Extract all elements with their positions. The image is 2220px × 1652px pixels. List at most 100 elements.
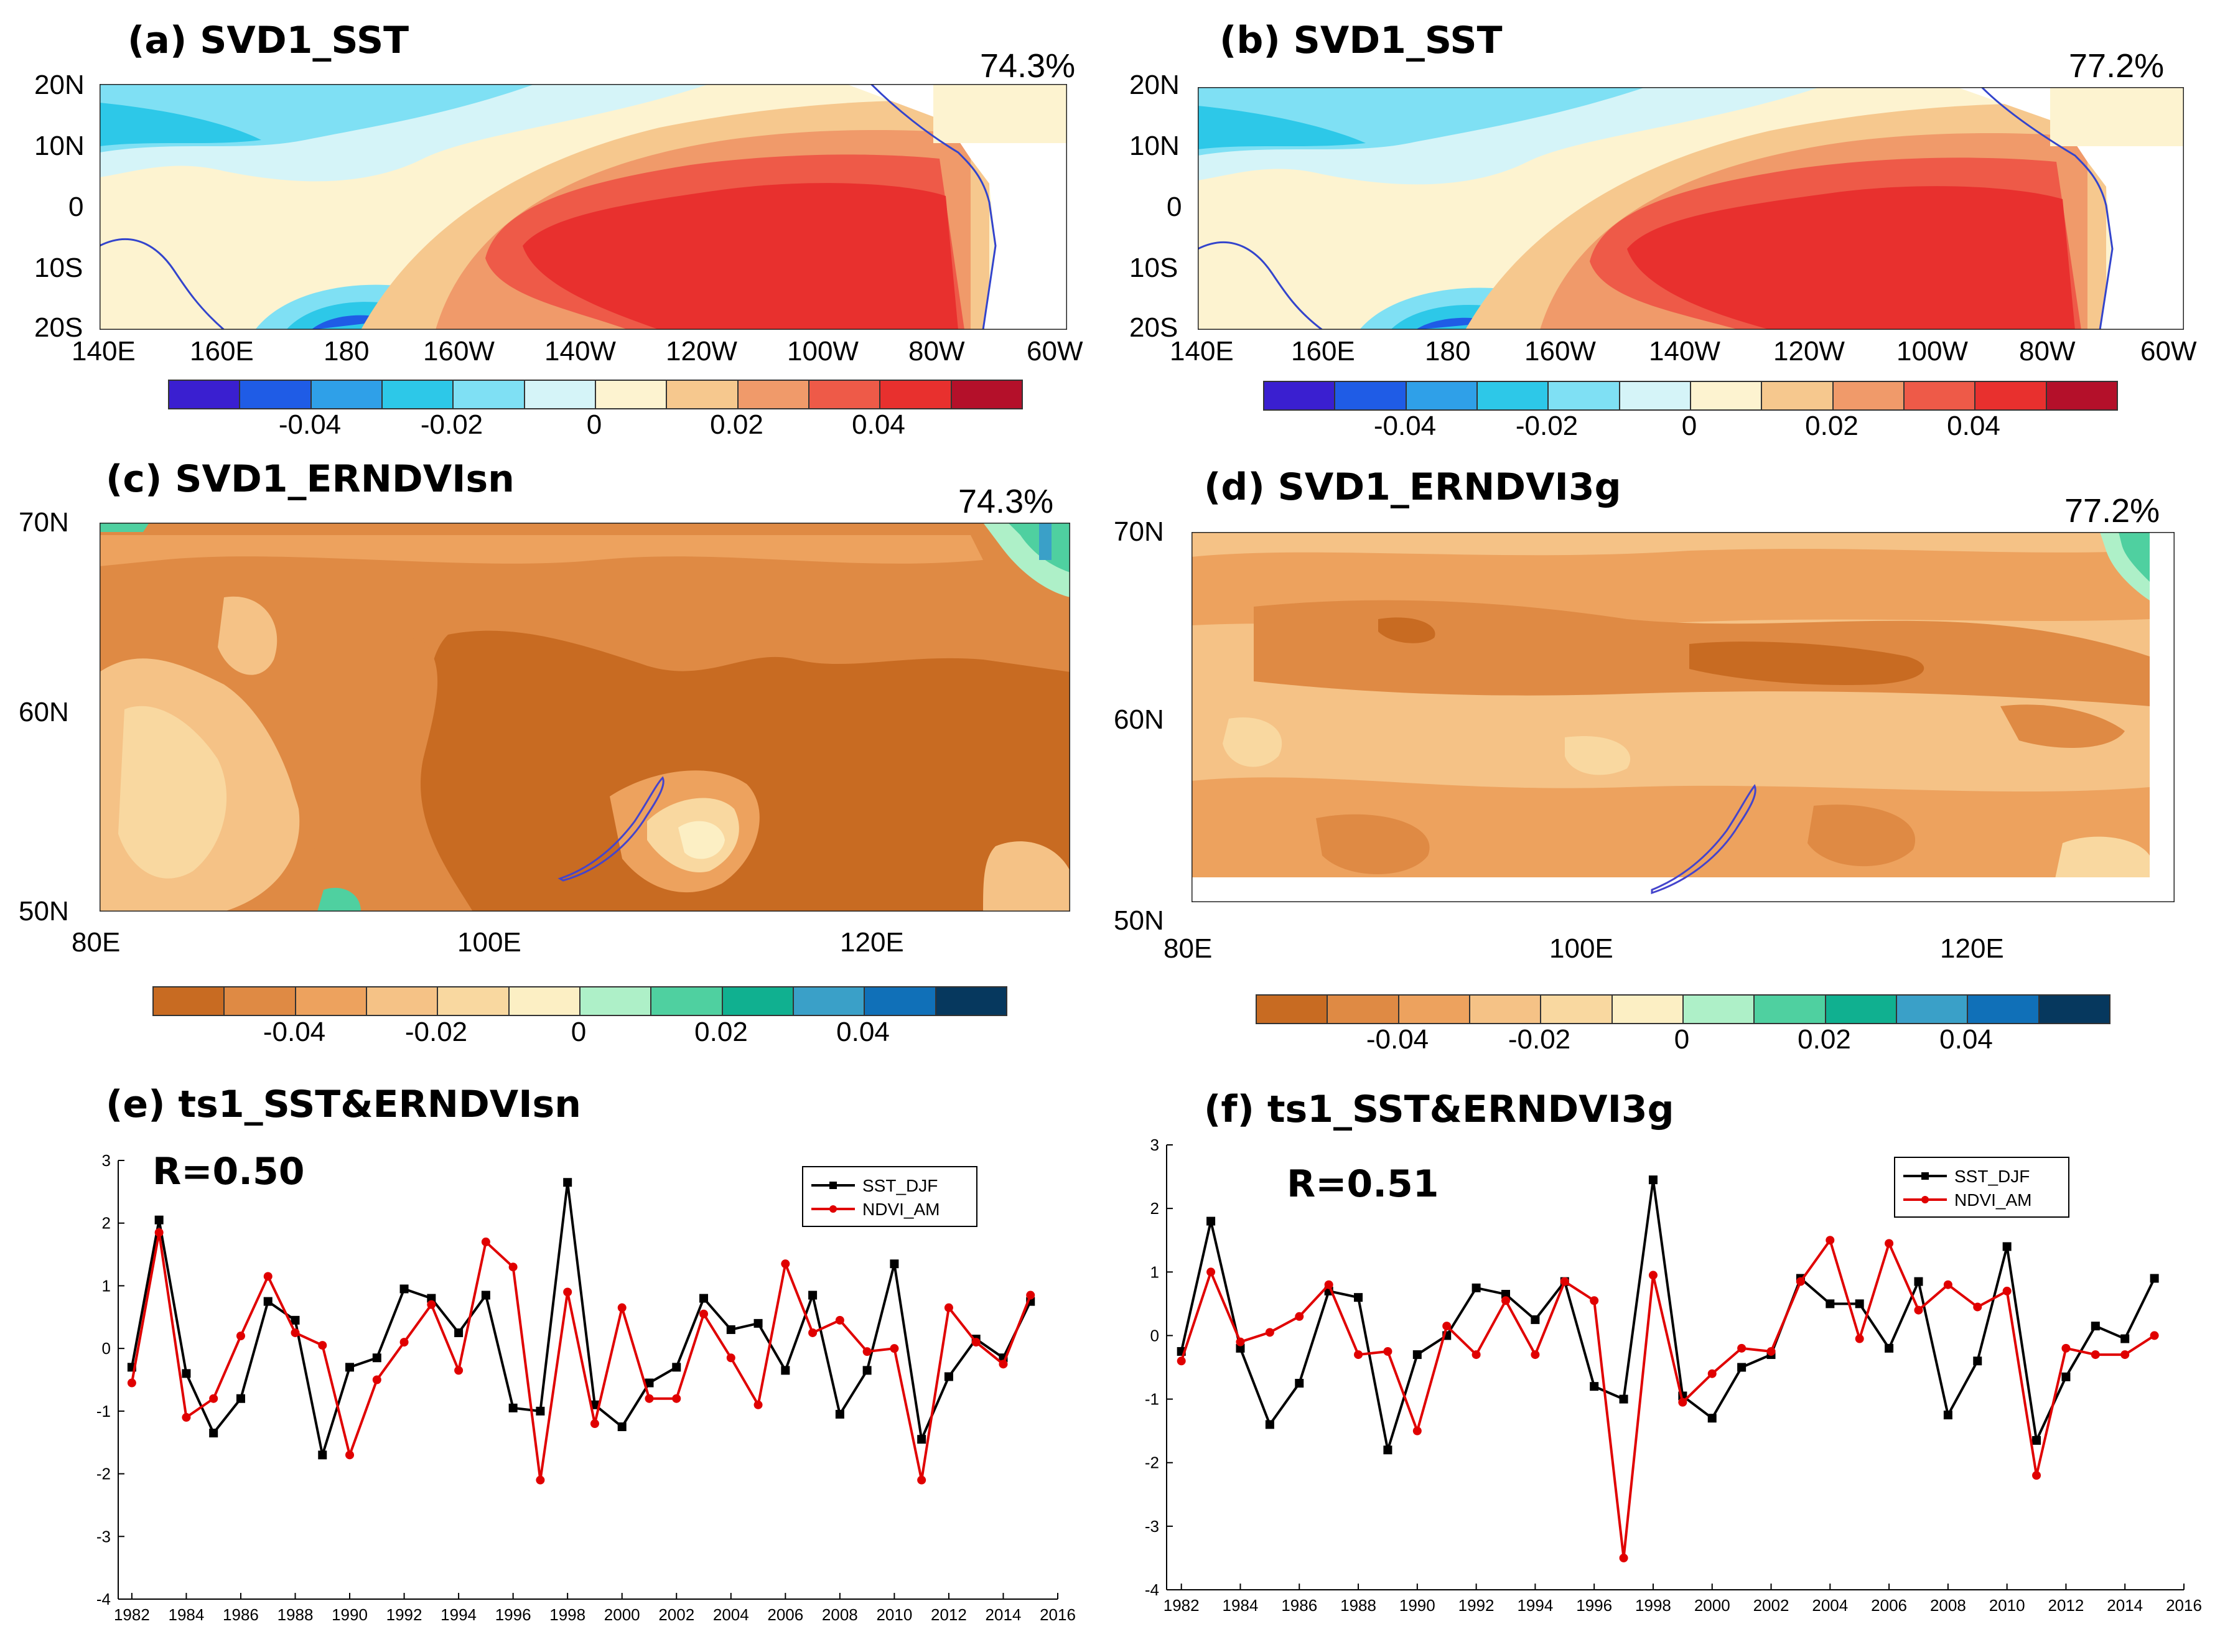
lon-tick: 80E — [1164, 933, 1213, 964]
legend-label: NDVI_AM — [862, 1200, 940, 1219]
colorbar-swatch — [2046, 382, 2117, 409]
x-tick-label: 1994 — [441, 1605, 477, 1624]
lon-tick: 100W — [787, 336, 859, 366]
ndvi-data-point — [563, 1287, 572, 1297]
x-tick-label: 2012 — [2048, 1596, 2084, 1615]
ndvi-data-point — [2150, 1331, 2159, 1340]
sst-data-point — [2002, 1242, 2012, 1251]
colorbar-swatch — [1257, 996, 1328, 1023]
sst-data-point — [154, 1215, 164, 1225]
ndvi-data-point — [481, 1237, 490, 1246]
x-tick-label: 2014 — [2107, 1596, 2143, 1615]
ndvi-data-point — [808, 1328, 818, 1337]
y-tick-label: 3 — [1150, 1136, 1159, 1154]
ndvi-data-point — [1973, 1302, 1982, 1312]
colorbar-label: -0.04 — [1366, 1024, 1429, 1055]
ndvi-data-point — [291, 1328, 300, 1337]
colorbar-swatch — [936, 987, 1006, 1015]
sst-data-point — [1471, 1283, 1481, 1292]
sst-data-point — [1855, 1299, 1864, 1309]
legend-box — [1894, 1157, 2069, 1218]
x-tick-label: 1984 — [168, 1605, 204, 1624]
ndvi-series-line — [1180, 1237, 2155, 1559]
colorbar-swatch — [865, 987, 936, 1015]
sst-data-point — [672, 1363, 681, 1372]
x-tick-label: 1988 — [1340, 1596, 1376, 1615]
colorbar-label: 0.02 — [710, 409, 763, 440]
colorbar-label: 0.04 — [852, 409, 905, 440]
lon-tick: 60W — [1027, 336, 1083, 366]
x-tick-label: 2016 — [1040, 1605, 1076, 1624]
lon-tick: 120W — [1773, 336, 1845, 366]
ndvi-data-point — [399, 1338, 409, 1347]
sst-data-point — [182, 1369, 191, 1378]
ndvi-data-point — [1206, 1267, 1216, 1277]
y-tick-label: -1 — [1145, 1390, 1159, 1409]
colorbar-swatch — [2039, 996, 2109, 1023]
lat-tick: 0 — [68, 192, 84, 222]
colorbar-swatch — [454, 381, 525, 408]
colorbar-label: -0.04 — [263, 1017, 326, 1047]
lon-tick: 80W — [908, 336, 965, 366]
lat-tick: 50N — [19, 896, 69, 926]
panel-b-title: (b) SVD1_SST — [1220, 19, 1503, 62]
ndvi-data-point — [1943, 1280, 1952, 1289]
ndvi-data-point — [753, 1400, 763, 1409]
colorbar-swatch — [809, 381, 881, 408]
sst-data-point — [1206, 1216, 1216, 1226]
sst-data-point — [753, 1318, 763, 1328]
ndvi-data-point — [209, 1394, 218, 1403]
lon-tick: 80E — [72, 927, 121, 958]
ndvi-data-point — [318, 1341, 327, 1350]
y-tick-label: -2 — [96, 1465, 111, 1483]
colorbar-label: 0 — [571, 1017, 587, 1047]
ndvi-data-point — [1648, 1271, 1658, 1280]
ndvi-data-point — [372, 1375, 381, 1384]
ndvi-data-point — [1324, 1280, 1333, 1289]
ndvi-data-point — [1707, 1369, 1717, 1378]
colorbar-swatch — [1968, 996, 2040, 1023]
sst-map-a — [100, 84, 1067, 330]
lon-tick: 140W — [544, 336, 616, 366]
y-tick-label: 2 — [1150, 1199, 1159, 1218]
ndvi-colorbar-d — [1256, 994, 2110, 1024]
sst-series-line — [130, 1182, 1032, 1455]
lon-tick: 80W — [2019, 336, 2076, 366]
colorbar-swatch — [382, 381, 454, 408]
panel-b-variance: 77.2% — [2069, 47, 2165, 85]
colorbar-label: 0.04 — [1947, 411, 2000, 441]
sst-data-point — [508, 1403, 518, 1412]
lat-tick: 60N — [19, 697, 69, 727]
ndvi-data-point — [890, 1344, 899, 1353]
sst-colorbar-a — [168, 380, 1023, 409]
ndvi-data-point — [263, 1272, 273, 1281]
sst-data-point — [372, 1353, 381, 1363]
x-tick-label: 1998 — [1635, 1596, 1671, 1615]
colorbar-label: 0 — [586, 409, 602, 440]
ndvi-data-point — [1737, 1343, 1747, 1353]
sst-data-point — [2061, 1372, 2071, 1381]
ndvi-data-point — [1236, 1337, 1245, 1346]
x-tick-label: 2008 — [822, 1605, 858, 1624]
ndvi-series-line — [130, 1232, 1032, 1481]
colorbar-swatch — [1335, 382, 1407, 409]
colorbar-swatch — [1896, 996, 1969, 1023]
legend-label: SST_DJF — [862, 1176, 938, 1195]
sst-data-point — [1707, 1414, 1717, 1423]
ndvi-data-point — [835, 1315, 844, 1325]
sst-map-a-plot — [100, 84, 1067, 330]
lon-tick: 100E — [1549, 933, 1613, 964]
ndvi-data-point — [617, 1303, 627, 1312]
sst-data-point — [617, 1422, 627, 1432]
lat-tick: 20N — [34, 70, 85, 100]
ndvi-data-point — [182, 1412, 191, 1422]
panel-f-correlation: R=0.51 — [1287, 1162, 1439, 1206]
colorbar-swatch — [1612, 996, 1684, 1023]
x-tick-label: 2006 — [1871, 1596, 1907, 1615]
legend-box — [802, 1166, 977, 1227]
lon-tick: 160W — [1524, 336, 1596, 366]
legend-marker — [829, 1205, 837, 1213]
x-tick-label: 2006 — [767, 1605, 803, 1624]
sst-data-point — [2150, 1274, 2159, 1283]
